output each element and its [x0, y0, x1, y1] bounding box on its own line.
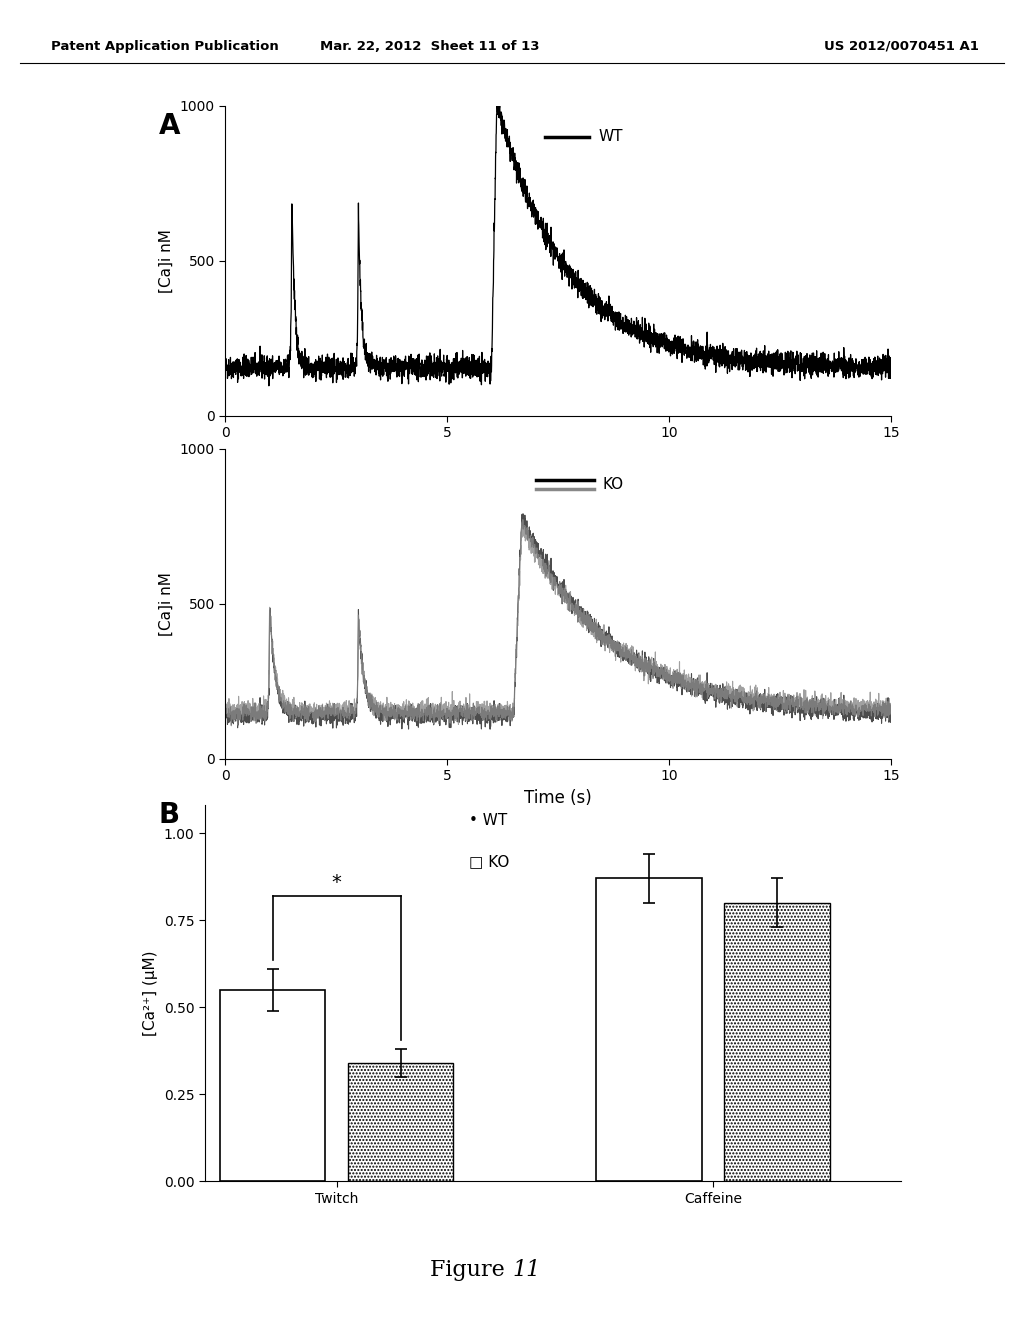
Text: KO: KO [602, 477, 624, 492]
Y-axis label: [Ca]i nM: [Ca]i nM [159, 228, 174, 293]
Bar [596, 878, 701, 1181]
Text: WT: WT [598, 129, 623, 144]
Text: □ KO: □ KO [469, 854, 510, 869]
Bar [348, 1063, 454, 1181]
Text: Mar. 22, 2012  Sheet 11 of 13: Mar. 22, 2012 Sheet 11 of 13 [321, 40, 540, 53]
Text: • WT: • WT [469, 813, 508, 828]
X-axis label: Time (s): Time (s) [524, 789, 592, 807]
Text: A: A [159, 112, 180, 140]
Text: *: * [332, 874, 341, 892]
Text: US 2012/0070451 A1: US 2012/0070451 A1 [823, 40, 979, 53]
Bar [220, 990, 326, 1181]
Bar [724, 903, 829, 1181]
Y-axis label: [Ca²⁺] (μM): [Ca²⁺] (μM) [143, 950, 158, 1036]
Text: Figure: Figure [430, 1259, 512, 1280]
Text: B: B [159, 801, 180, 829]
Y-axis label: [Ca]i nM: [Ca]i nM [159, 572, 174, 636]
Text: Patent Application Publication: Patent Application Publication [51, 40, 279, 53]
Text: 11: 11 [512, 1259, 541, 1280]
